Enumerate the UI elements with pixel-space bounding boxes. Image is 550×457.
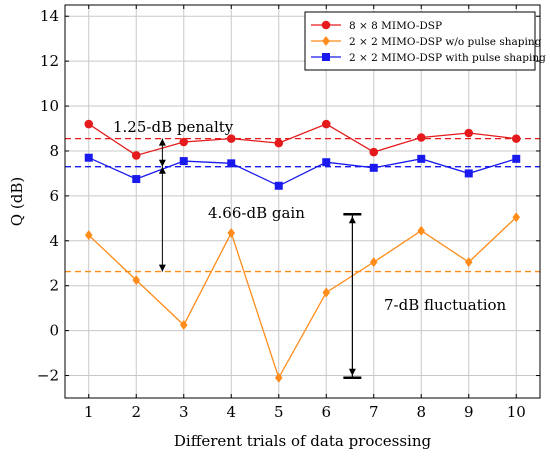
arrow-head xyxy=(348,368,356,376)
data-point-diamond xyxy=(322,36,330,46)
data-point-circle xyxy=(416,133,426,142)
data-point-diamond xyxy=(417,225,426,236)
annotation-label: 1.25-dB penalty xyxy=(113,118,234,136)
annotation-label: 4.66-dB gain xyxy=(208,204,305,222)
data-point-diamond xyxy=(369,257,378,268)
data-point-square xyxy=(464,169,473,178)
data-point-square xyxy=(179,157,188,166)
data-point-diamond xyxy=(179,320,188,331)
x-tick-label: 9 xyxy=(464,403,474,421)
legend-label: 8 × 8 MIMO-DSP xyxy=(349,20,442,32)
series-group xyxy=(84,119,521,383)
series xyxy=(84,119,521,160)
y-tick-label: 14 xyxy=(40,7,59,25)
data-point-diamond xyxy=(322,287,331,298)
x-tick-label: 2 xyxy=(131,403,141,421)
series xyxy=(84,212,521,383)
data-point-square xyxy=(227,159,236,168)
x-tick-label: 3 xyxy=(179,403,189,421)
data-point-square xyxy=(369,163,378,172)
data-point-circle xyxy=(321,20,331,30)
data-point-circle xyxy=(369,147,379,157)
x-tick-label: 8 xyxy=(416,403,426,421)
legend-box xyxy=(304,11,536,71)
x-tick-label: 10 xyxy=(507,403,526,421)
arrow-head xyxy=(158,166,166,174)
data-point-circle xyxy=(511,134,521,143)
legend-label: 2 × 2 MIMO-DSP w/o pulse shaping xyxy=(349,36,542,48)
y-tick-label: 4 xyxy=(49,232,59,250)
series xyxy=(84,153,521,190)
data-point-circle xyxy=(84,119,94,129)
series-line xyxy=(88,216,517,380)
y-tick-label: 10 xyxy=(40,97,59,115)
data-point-diamond xyxy=(464,257,473,268)
data-point-diamond xyxy=(274,372,283,383)
y-tick-label: 2 xyxy=(49,277,59,295)
data-point-square xyxy=(322,158,331,167)
data-point-diamond xyxy=(132,275,141,286)
arrow-head xyxy=(348,216,356,224)
x-tick-label: 7 xyxy=(369,403,379,421)
legend-label: 2 × 2 MIMO-DSP with pulse shaping xyxy=(349,52,546,64)
series-line xyxy=(88,123,517,157)
x-tick-label: 5 xyxy=(274,403,284,421)
data-point-circle xyxy=(464,128,474,138)
arrow-head xyxy=(158,264,166,272)
data-point-square xyxy=(274,181,283,190)
data-point-square xyxy=(322,53,330,61)
y-tick-label: 12 xyxy=(40,52,59,70)
data-point-square xyxy=(84,153,93,162)
data-point-circle xyxy=(226,134,236,143)
data-point-square xyxy=(132,175,141,184)
annotations: 1.25-dB penalty 4.66-dB gain 7-dB fluctuat… xyxy=(113,118,507,380)
y-axis-label: Q (dB) xyxy=(8,177,26,226)
data-point-square xyxy=(417,154,426,163)
data-point-diamond xyxy=(227,227,236,238)
data-point-circle xyxy=(131,151,141,160)
x-tick-label: 6 xyxy=(321,403,331,421)
y-tick-label: −2 xyxy=(37,367,59,385)
y-tick-label: 8 xyxy=(49,142,59,160)
data-point-circle xyxy=(321,119,331,129)
x-tick-label: 1 xyxy=(84,403,94,421)
y-tick-label: 0 xyxy=(49,322,59,340)
arrow-head xyxy=(158,159,166,167)
mean-lines xyxy=(65,137,540,273)
y-tick-label: 6 xyxy=(49,187,59,205)
legend: 8 × 8 MIMO-DSP 2 × 2 MIMO-DSP w/o pulse s… xyxy=(304,11,546,71)
data-point-diamond xyxy=(84,230,93,241)
data-point-diamond xyxy=(512,212,521,223)
arrow-head xyxy=(158,138,166,146)
plot-frame xyxy=(64,4,541,399)
x-axis-label: Different trials of data processing xyxy=(174,432,432,450)
x-tick-label: 4 xyxy=(226,403,236,421)
annotation-label: 7-dB fluctuation xyxy=(384,296,507,314)
data-point-circle xyxy=(274,138,284,148)
data-point-circle xyxy=(179,137,189,147)
series-line xyxy=(88,157,517,187)
data-point-square xyxy=(512,154,521,163)
